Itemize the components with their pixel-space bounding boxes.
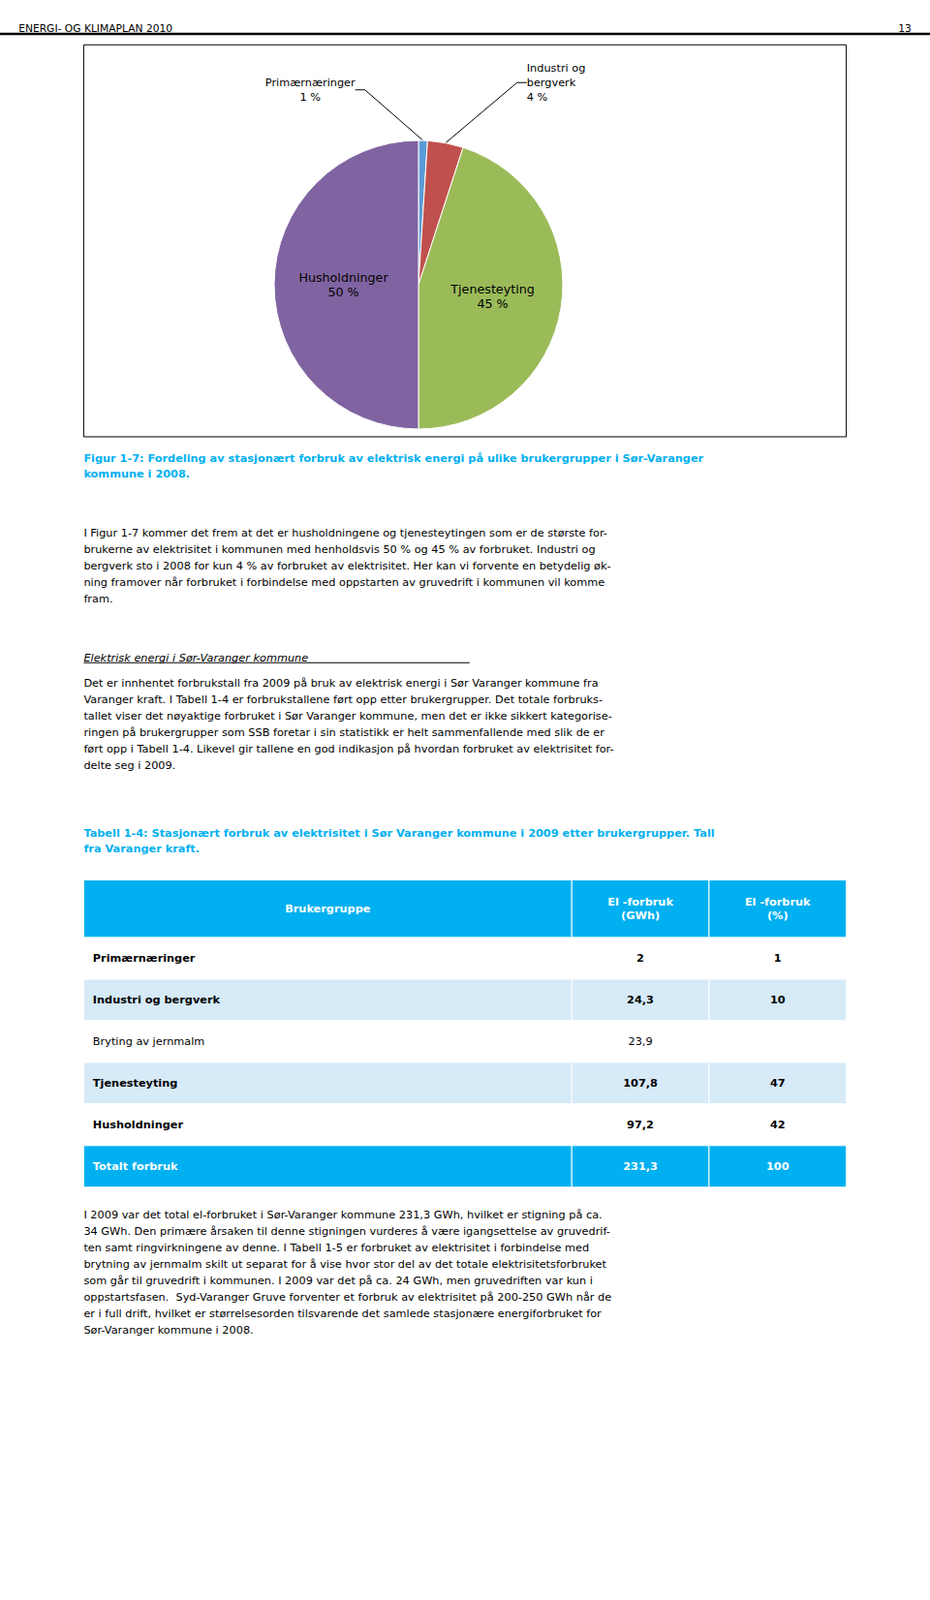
svg-text:Brukergruppe: Brukergruppe (284, 902, 372, 916)
svg-text:fram.: fram. (83, 592, 113, 606)
svg-text:Totalt forbruk: Totalt forbruk (93, 1160, 179, 1174)
svg-text:bergverk: bergverk (527, 76, 577, 90)
svg-text:4 %: 4 % (527, 91, 549, 104)
svg-text:ten samt ringvirkningene av de: ten samt ringvirkningene av denne. I Tab… (83, 1241, 589, 1255)
svg-text:Bryting av jernmalm: Bryting av jernmalm (93, 1035, 206, 1049)
svg-text:42: 42 (770, 1118, 786, 1132)
svg-text:107,8: 107,8 (622, 1077, 658, 1090)
svg-text:Primærnæringer: Primærnæringer (93, 952, 196, 965)
svg-text:Primærnæringer: Primærnæringer (265, 76, 356, 90)
svg-text:231,3: 231,3 (622, 1160, 658, 1174)
svg-text:Varanger kraft. I Tabell 1-4 e: Varanger kraft. I Tabell 1-4 er forbruks… (83, 693, 603, 707)
svg-text:bergverk sto i 2008 for kun 4: bergverk sto i 2008 for kun 4 % av forbr… (83, 559, 611, 573)
svg-text:47: 47 (770, 1077, 786, 1090)
svg-text:Elektrisk energi i Sør-Varange: Elektrisk energi i Sør-Varanger kommune (83, 651, 309, 665)
svg-text:1: 1 (774, 952, 782, 965)
svg-text:brukerne av elektrisitet i kom: brukerne av elektrisitet i kommunen med … (83, 543, 595, 557)
svg-text:er i full drift, hvilket er st: er i full drift, hvilket er størrelsesor… (83, 1307, 602, 1321)
svg-text:El -forbruk: El -forbruk (607, 896, 674, 909)
svg-text:24,3: 24,3 (626, 993, 654, 1007)
svg-text:kommune i 2008.: kommune i 2008. (83, 467, 190, 481)
svg-text:(GWh): (GWh) (620, 909, 660, 923)
svg-text:ENERGI- OG KLIMAPLAN 2010: ENERGI- OG KLIMAPLAN 2010 (18, 22, 173, 35)
svg-text:34 GWh. Den primære årsaken ti: 34 GWh. Den primære årsaken til denne st… (83, 1225, 611, 1239)
svg-text:Husholdninger: Husholdninger (298, 270, 389, 285)
svg-text:brytning av jernmalm skilt ut: brytning av jernmalm skilt ut separat fo… (83, 1258, 607, 1271)
svg-text:Industri og: Industri og (527, 62, 587, 75)
svg-text:2: 2 (636, 952, 645, 965)
svg-text:Figur 1-7: Fordeling av stasjo: Figur 1-7: Fordeling av stasjonært forbr… (83, 452, 704, 465)
svg-text:Husholdninger: Husholdninger (93, 1118, 185, 1132)
svg-text:(%): (%) (767, 909, 789, 923)
svg-text:45 %: 45 % (476, 296, 508, 311)
svg-text:13: 13 (898, 22, 912, 35)
svg-text:ning framover når forbruket i: ning framover når forbruket i forbindels… (83, 576, 605, 589)
svg-text:tallet viser det nøyaktige for: tallet viser det nøyaktige forbruket i S… (83, 710, 612, 723)
svg-text:Industri og bergverk: Industri og bergverk (93, 993, 221, 1007)
svg-text:ringen på brukergrupper som SS: ringen på brukergrupper som SSB foretar … (83, 726, 605, 740)
svg-text:100: 100 (766, 1160, 790, 1174)
svg-text:50 %: 50 % (327, 284, 359, 300)
svg-text:delte seg i 2009.: delte seg i 2009. (83, 759, 176, 773)
svg-text:Tjenesteyting: Tjenesteyting (449, 281, 534, 297)
svg-text:som går til gruvedrift i kommu: som går til gruvedrift i kommunen. I 200… (83, 1274, 593, 1288)
svg-text:oppstartsfasen. Syd-Varanger: oppstartsfasen. Syd-Varanger Gruve forve… (83, 1291, 612, 1304)
svg-text:97,2: 97,2 (626, 1118, 654, 1132)
svg-text:ført opp i Tabell 1-4. Likevel: ført opp i Tabell 1-4. Likevel gir talle… (83, 743, 614, 756)
svg-text:1 %: 1 % (299, 91, 321, 104)
svg-text:El -forbruk: El -forbruk (744, 896, 811, 909)
svg-text:fra Varanger kraft.: fra Varanger kraft. (83, 842, 200, 856)
svg-text:Tabell 1-4: Stasjonært forbruk: Tabell 1-4: Stasjonært forbruk av elektr… (83, 827, 714, 840)
svg-text:Det er innhentet forbrukstall: Det er innhentet forbrukstall fra 2009 p… (83, 677, 598, 690)
svg-text:23,9: 23,9 (627, 1035, 652, 1049)
svg-text:Sør-Varanger kommune i 2008.: Sør-Varanger kommune i 2008. (83, 1324, 253, 1337)
svg-text:Tjenesteyting: Tjenesteyting (93, 1077, 179, 1090)
svg-text:I 2009 var det total el-forbru: I 2009 var det total el-forbruket i Sør-… (83, 1209, 602, 1222)
svg-text:10: 10 (770, 993, 786, 1007)
svg-text:I Figur 1-7 kommer det frem at: I Figur 1-7 kommer det frem at det er hu… (83, 527, 608, 540)
